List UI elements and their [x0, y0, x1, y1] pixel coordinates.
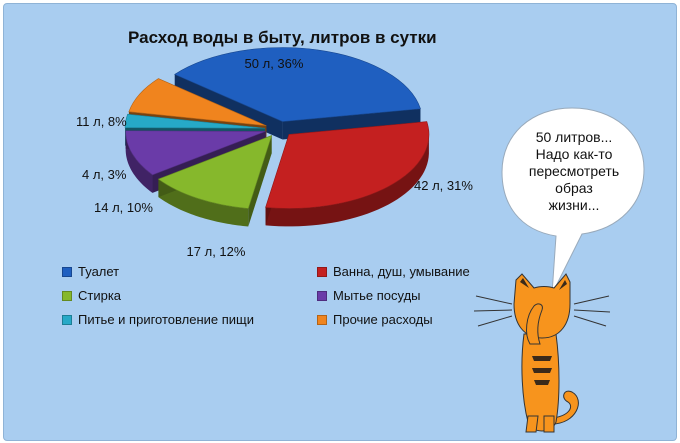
pie-slice [124, 113, 266, 129]
bubble-line: образ [555, 180, 593, 196]
chart-canvas: Расход воды в быту, литров в сутки 50 л,… [3, 3, 677, 441]
legend-swatch [62, 266, 72, 277]
pie-slice [128, 78, 267, 127]
data-label: 17 л, 12% [187, 244, 246, 259]
legend-swatch [317, 314, 327, 325]
legend-item: Мытье посуды [317, 288, 507, 303]
pie-slice [157, 135, 273, 209]
legend-label: Стирка [78, 288, 122, 303]
bubble-line: жизни... [548, 197, 600, 213]
pie-slice [265, 121, 430, 209]
legend-label: Ванна, душ, умывание [333, 264, 470, 279]
legend-label: Питье и приготовление пищи [78, 312, 254, 327]
legend-item: Ванна, душ, умывание [317, 264, 507, 279]
data-label: 42 л, 31% [414, 178, 473, 193]
legend: Туалет Ванна, душ, умывание Стирка Мытье по… [62, 264, 502, 327]
data-label: 50 л, 36% [245, 56, 304, 71]
legend-swatch [317, 266, 327, 277]
bubble-line: 50 литров... [535, 129, 613, 145]
data-label: 14 л, 10% [94, 200, 153, 215]
pie-slice [174, 47, 421, 122]
chart-title: Расход воды в быту, литров в сутки [128, 28, 437, 47]
legend-item: Туалет [62, 264, 317, 279]
data-label: 11 л, 8% [76, 114, 127, 129]
legend-swatch [62, 314, 72, 325]
data-label: 4 л, 3% [82, 167, 127, 182]
speech-bubble-text: 50 литров... Надо как-то пересмотреть об… [514, 129, 634, 214]
pie-slice-edge [248, 135, 272, 227]
pie-slice-side [125, 130, 153, 193]
bubble-line: пересмотреть [528, 163, 620, 179]
legend-swatch [62, 290, 72, 301]
pie-slice [125, 130, 266, 176]
legend-item: Стирка [62, 288, 317, 303]
legend-label: Мытье посуды [333, 288, 421, 303]
pie-slice-side [265, 135, 429, 227]
pie-slice-side [158, 179, 249, 227]
pie-chart: 50 л, 36% 42 л, 31% 17 л, 12% 14 л, 10% 4 л,… [76, 47, 473, 259]
legend-item: Прочие расходы [317, 312, 507, 327]
bubble-line: Надо как-то [535, 146, 613, 162]
legend-label: Туалет [78, 264, 120, 279]
legend-swatch [317, 290, 327, 301]
legend-item: Питье и приготовление пищи [62, 312, 317, 327]
legend-label: Прочие расходы [333, 312, 433, 327]
